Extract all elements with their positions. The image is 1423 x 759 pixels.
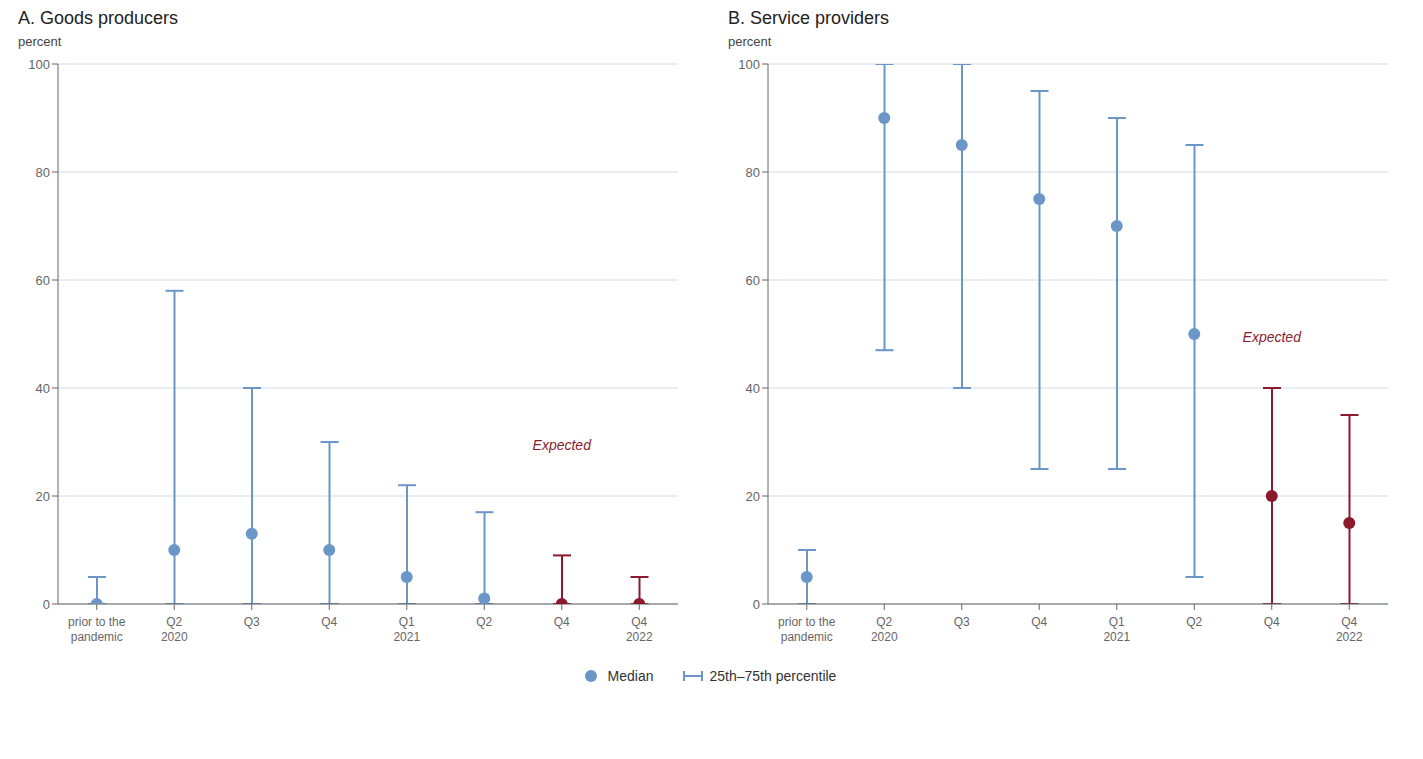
svg-text:Q12021: Q12021 bbox=[1103, 615, 1130, 644]
html-text:Median: Median bbox=[607, 668, 654, 684]
svg-text:80: 80 bbox=[36, 165, 50, 180]
svg-text:Expected: Expected bbox=[533, 437, 593, 453]
svg-text:60: 60 bbox=[36, 273, 50, 288]
svg-text:Q4: Q4 bbox=[1031, 615, 1047, 629]
svg-text:100: 100 bbox=[28, 57, 50, 72]
svg-text:100: 100 bbox=[738, 57, 760, 72]
html-text:A. Goods producers: A. Goods producers bbox=[18, 8, 179, 28]
svg-text:Q4: Q4 bbox=[554, 615, 570, 629]
svg-text:Q42022: Q42022 bbox=[1336, 615, 1363, 644]
svg-text:20: 20 bbox=[36, 489, 50, 504]
svg-text:Q12021: Q12021 bbox=[393, 615, 420, 644]
svg-text:Q2: Q2 bbox=[476, 615, 492, 629]
svg-text:Q42022: Q42022 bbox=[626, 615, 653, 644]
svg-text:60: 60 bbox=[746, 273, 760, 288]
svg-text:40: 40 bbox=[746, 381, 760, 396]
svg-text:Q4: Q4 bbox=[321, 615, 337, 629]
html-text:25th–75th percentile: 25th–75th percentile bbox=[709, 668, 837, 684]
svg-text:Expected: Expected bbox=[1243, 329, 1303, 345]
html-text:percent: percent bbox=[18, 34, 62, 49]
svg-text:prior to thepandemic: prior to thepandemic bbox=[778, 615, 836, 644]
svg-text:Q22020: Q22020 bbox=[161, 615, 188, 644]
svg-text:Q22020: Q22020 bbox=[871, 615, 898, 644]
svg-text:0: 0 bbox=[43, 597, 50, 612]
svg-text:80: 80 bbox=[746, 165, 760, 180]
svg-text:Q4: Q4 bbox=[1264, 615, 1280, 629]
html-text:B. Service providers: B. Service providers bbox=[728, 8, 890, 28]
svg-text:Q2: Q2 bbox=[1186, 615, 1202, 629]
svg-text:40: 40 bbox=[36, 381, 50, 396]
svg-text:20: 20 bbox=[746, 489, 760, 504]
html-text:percent: percent bbox=[728, 34, 772, 49]
svg-text:0: 0 bbox=[753, 597, 760, 612]
svg-text:Q3: Q3 bbox=[244, 615, 260, 629]
svg-text:Q3: Q3 bbox=[954, 615, 970, 629]
svg-text:prior to thepandemic: prior to thepandemic bbox=[68, 615, 126, 644]
